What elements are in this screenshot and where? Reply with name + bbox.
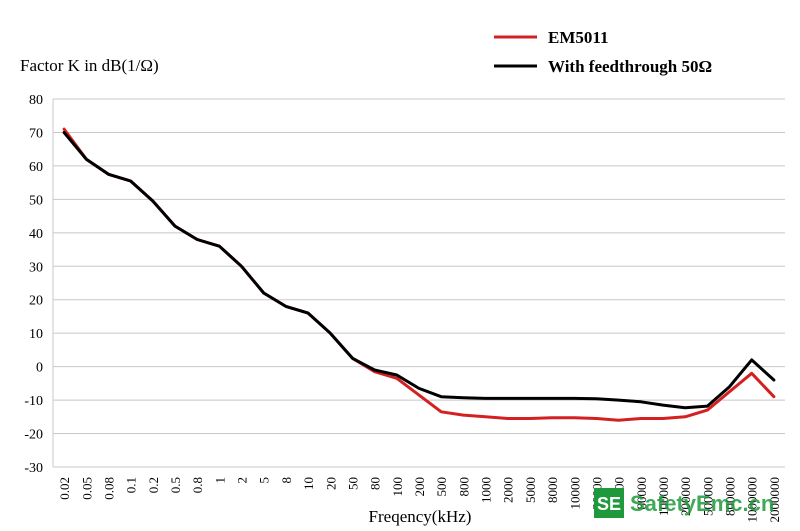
x-tick-label: 50: [345, 477, 360, 490]
watermark: SE SafetyEmc.cn: [594, 488, 774, 518]
x-axis-label: Freqency(kHz): [369, 507, 472, 526]
y-tick-labels: 80 70 60 50 40 30 20 10 0 -10 -20 -30: [24, 93, 43, 476]
x-tick-label: 2000: [501, 477, 516, 503]
x-tick-label: 1000: [479, 477, 494, 503]
x-tick-label: 8000: [545, 477, 560, 503]
y-tick-label: -20: [24, 428, 43, 443]
x-tick-label: 0.1: [124, 477, 139, 493]
y-tick-label: 0: [36, 361, 43, 376]
y-tick-label: 10: [29, 327, 43, 342]
x-tick-label: 100000: [656, 477, 671, 516]
y-tick-label: 70: [29, 126, 43, 141]
x-tick-label: 10000: [567, 477, 582, 510]
watermark-badge: SE: [597, 494, 621, 514]
x-tick-label: 80: [368, 477, 383, 490]
x-tick-label: 10: [301, 477, 316, 490]
x-tick-label: 1: [212, 477, 227, 484]
x-tick-label: 200000: [678, 477, 693, 516]
x-tick-label: 1000000: [745, 477, 760, 523]
x-tick-label: 800: [456, 477, 471, 497]
y-tick-label: 60: [29, 160, 43, 175]
grid: [52, 98, 785, 468]
legend-label-0: EM5011: [548, 28, 608, 47]
x-tick-label: 0.5: [168, 477, 183, 493]
watermark-text: SafetyEmc.cn: [630, 491, 774, 516]
x-tick-label: 200: [412, 477, 427, 497]
x-tick-label: 2000000: [767, 477, 782, 523]
y-tick-label: 20: [29, 294, 43, 309]
x-tick-label: 5000: [523, 477, 538, 503]
x-tick-label: 8: [279, 477, 294, 484]
x-tick-label: 100: [390, 477, 405, 497]
y-tick-label: 30: [29, 260, 43, 275]
x-tick-label: 0.08: [101, 477, 116, 500]
x-tick-label: 0.05: [79, 477, 94, 500]
watermark-badge-icon: [594, 488, 624, 518]
y-tick-label: -30: [24, 461, 43, 476]
y-axis-label: Factor K in dB(1/Ω): [20, 56, 159, 75]
x-tick-label: 20: [323, 477, 338, 490]
x-tick-label: 80000: [634, 477, 649, 510]
y-tick-label: 40: [29, 227, 43, 242]
x-tick-label: 2: [235, 477, 250, 484]
legend-label-1: With feedthrough 50Ω: [548, 57, 712, 76]
series-line-1: [62, 131, 776, 410]
x-tick-label: 0.8: [190, 477, 205, 493]
y-tick-label: 50: [29, 193, 43, 208]
y-tick-label: 80: [29, 93, 43, 108]
series-lines: [62, 127, 776, 422]
y-tick-label: -10: [24, 394, 43, 409]
x-tick-label: 5: [257, 477, 272, 484]
x-tick-label: 800000: [723, 477, 738, 516]
x-tick-label: 500000: [700, 477, 715, 516]
legend: EM5011 With feedthrough 50Ω: [494, 28, 712, 76]
x-tick-label: 0.02: [57, 477, 72, 500]
x-tick-label: 500: [434, 477, 449, 497]
x-tick-label: 0.2: [146, 477, 161, 493]
